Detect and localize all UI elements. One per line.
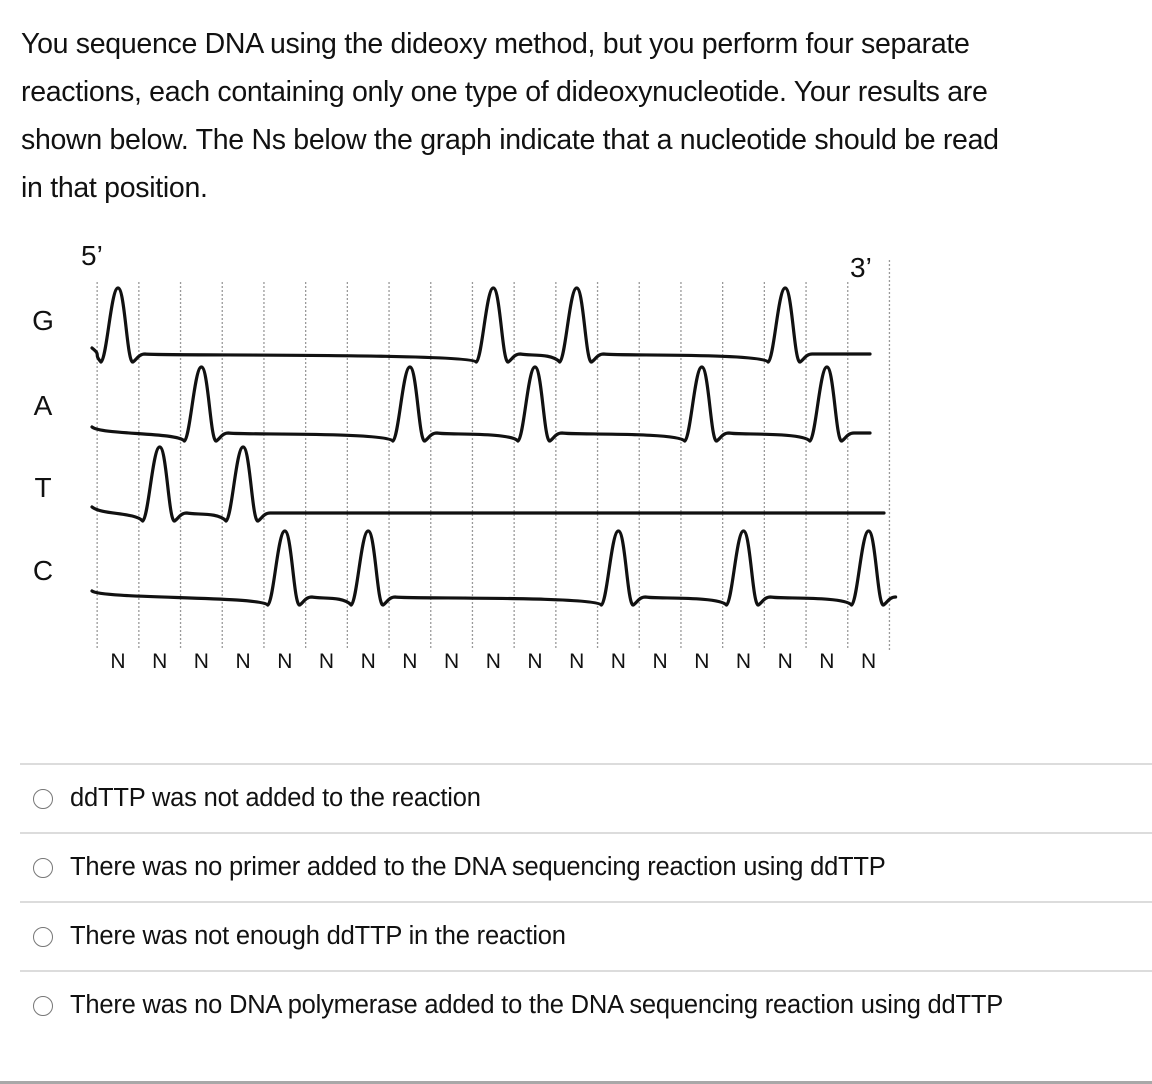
position-label: N xyxy=(735,650,752,673)
position-label: N xyxy=(152,650,168,673)
answer-text: There was no primer added to the DNA seq… xyxy=(70,853,886,881)
position-label: N xyxy=(610,650,626,673)
position-label: N xyxy=(777,650,793,673)
trace-g xyxy=(90,286,872,364)
position-label: N xyxy=(235,650,251,673)
radio-button[interactable] xyxy=(33,926,53,947)
answer-text: There was no DNA polymerase added to the… xyxy=(70,991,1004,1019)
position-label: N xyxy=(277,650,293,673)
answer-text: ddTTP was not added to the reaction xyxy=(70,784,481,812)
bottom-divider xyxy=(0,1081,1152,1084)
position-label: N xyxy=(485,650,501,673)
position-label: N xyxy=(318,650,335,673)
position-label: N xyxy=(819,650,835,673)
answer-option[interactable]: There was not enough ddTTP in the reacti… xyxy=(20,901,1152,970)
radio-button[interactable] xyxy=(33,857,53,878)
position-label: N xyxy=(527,650,543,673)
answer-options: ddTTP was not added to the reaction Ther… xyxy=(20,763,1152,1039)
lane-traces xyxy=(90,286,898,607)
lane-label-t: T xyxy=(34,472,52,503)
position-label: N xyxy=(360,650,376,673)
question-text: You sequence DNA using the dideoxy metho… xyxy=(21,20,1141,212)
position-label: N xyxy=(193,650,209,673)
lane-label-c: C xyxy=(32,555,54,586)
trace-t xyxy=(90,445,886,523)
question-line: in that position. xyxy=(21,172,208,204)
answer-option[interactable]: There was no primer added to the DNA seq… xyxy=(20,832,1152,901)
lane-label-a: A xyxy=(33,390,53,421)
radio-button[interactable] xyxy=(33,995,53,1016)
position-label: N xyxy=(569,650,585,673)
position-label: N xyxy=(444,650,460,673)
lane-label-g: G xyxy=(32,305,54,336)
position-label: N xyxy=(861,650,877,673)
position-label: N xyxy=(694,650,710,673)
position-label: N xyxy=(652,650,668,673)
question-line: reactions, each containing only one type… xyxy=(21,76,988,108)
position-label: N xyxy=(110,650,126,673)
answer-option[interactable]: ddTTP was not added to the reaction xyxy=(20,763,1152,832)
question-line: shown below. The Ns below the graph indi… xyxy=(21,124,999,156)
three-prime-label: 3’ xyxy=(850,252,872,283)
trace-a xyxy=(90,365,872,443)
sequencing-chromatogram: 5’ 3’ G A T C N N N N N N N N N N N N N N N N N N N xyxy=(0,230,920,700)
five-prime-label: 5’ xyxy=(81,240,103,271)
answer-option[interactable]: There was no DNA polymerase added to the… xyxy=(20,970,1152,1039)
trace-c xyxy=(90,529,898,607)
answer-text: There was not enough ddTTP in the reacti… xyxy=(70,922,566,950)
grid-lines xyxy=(96,260,891,650)
position-label: N xyxy=(402,650,418,673)
radio-button[interactable] xyxy=(33,788,53,809)
chromatogram-plot xyxy=(90,260,898,650)
question-line: You sequence DNA using the dideoxy metho… xyxy=(21,28,970,60)
